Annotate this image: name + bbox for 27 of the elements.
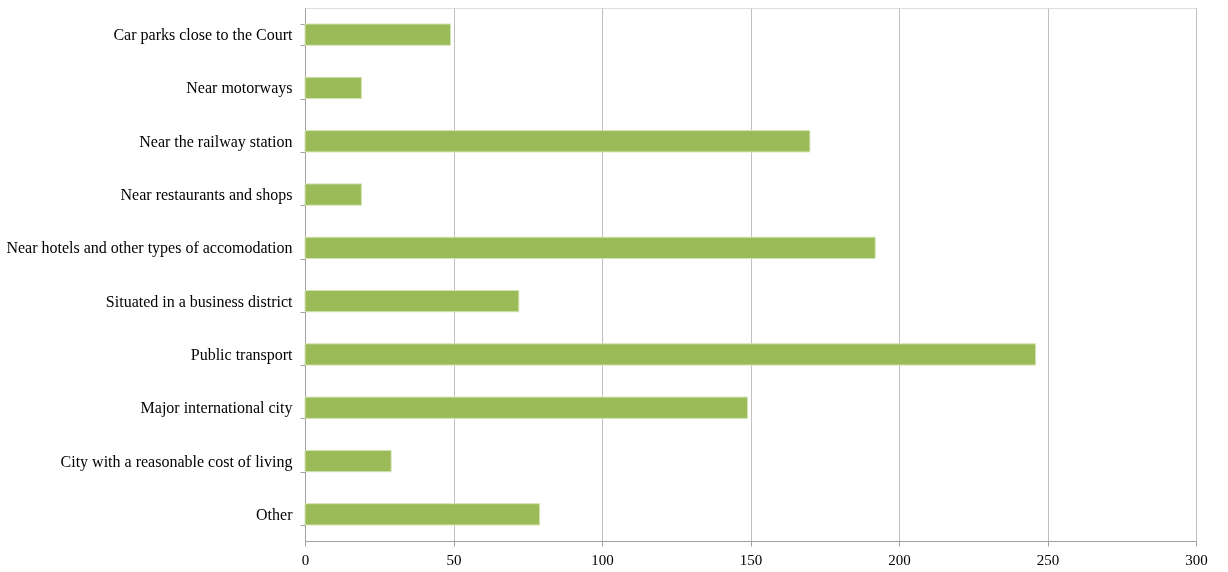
y-tick-label: Near hotels and other types of accomodation: [6, 239, 293, 258]
y-tick-label: Public transport: [190, 345, 294, 364]
y-tick-label: Other: [256, 505, 294, 523]
bar: [304, 76, 362, 100]
y-tick-label: Situated in a business district: [105, 292, 294, 310]
x-tick-label: 0: [301, 551, 310, 568]
y-tick-label: Car parks close to the Court: [113, 26, 294, 45]
bar: [304, 503, 541, 526]
y-tick-label: Near the railway station: [139, 132, 293, 151]
y-tick-label: Near restaurants and shops: [120, 186, 293, 205]
bar: [304, 130, 811, 153]
y-tick-label: Major international city: [140, 399, 293, 418]
bar: [304, 396, 749, 419]
x-tick-label: 100: [591, 551, 614, 568]
bar: [304, 449, 392, 473]
bar: [304, 236, 876, 260]
x-tick-label: 200: [888, 551, 911, 568]
bar: [304, 183, 362, 206]
x-tick-label: 250: [1036, 551, 1060, 568]
x-tick-label: 50: [446, 551, 462, 568]
y-tick-label: Near motorways: [186, 79, 293, 98]
y-tick-label: City with a reasonable cost of living: [60, 452, 293, 471]
x-tick-label: 150: [739, 551, 763, 568]
bar: [304, 23, 452, 46]
bar: [304, 343, 1037, 366]
bar: [304, 289, 520, 313]
x-tick-label: 300: [1185, 551, 1208, 568]
